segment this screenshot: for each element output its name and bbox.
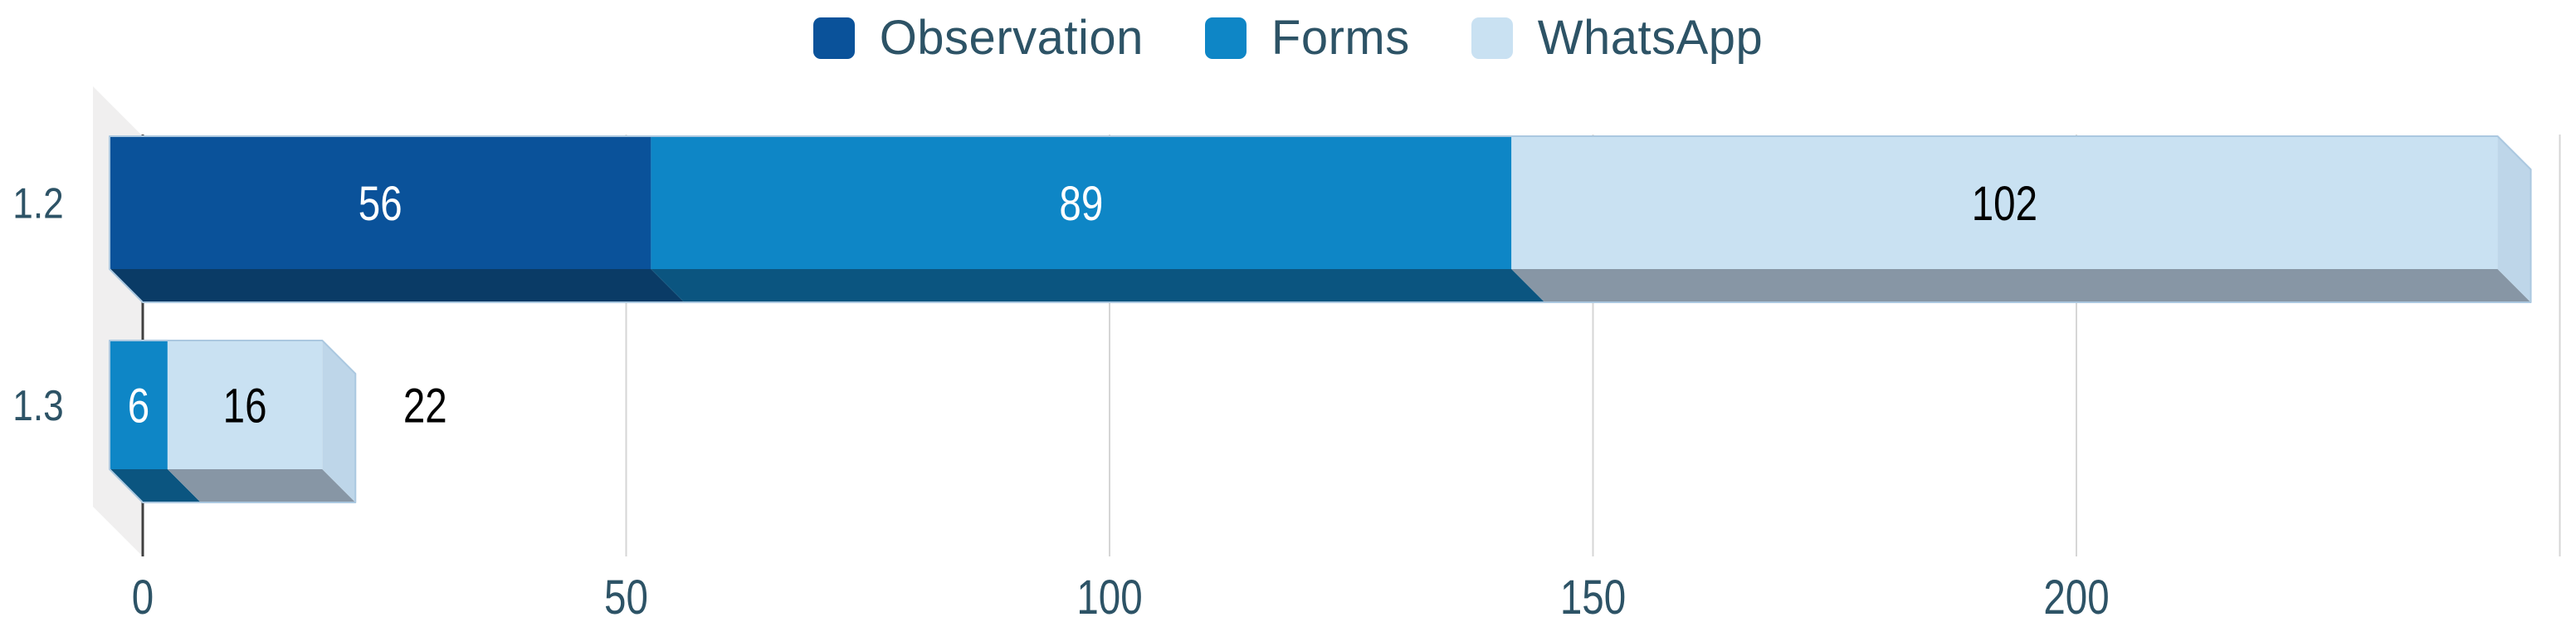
bar-1.3-outline <box>109 340 357 503</box>
segment-value-label-1.2-forms-text: 89 <box>1059 177 1103 231</box>
segment-value-label-1.2-observation: 56 <box>359 177 402 231</box>
bar-segment-1.2-whatsapp[interactable] <box>1511 136 2498 269</box>
x-tick-label-200-text: 200 <box>2043 571 2109 625</box>
bar-1.2-side-whatsapp <box>2497 136 2531 302</box>
x-tick-label-50-text: 50 <box>604 571 648 625</box>
bar-1.3-bottom-forms <box>110 469 201 502</box>
bar-1.3-bottom-whatsapp <box>167 469 356 502</box>
bar-1.2-outline <box>109 135 2532 303</box>
x-tick-label-100-text: 100 <box>1076 571 1142 625</box>
legend-label-forms: Forms <box>1271 11 1410 65</box>
legend-label-observation: Observation <box>879 11 1144 65</box>
bar-1.2-bottom-forms <box>651 269 1545 302</box>
bar-1.2-bottom-observation <box>110 269 685 302</box>
gridlines <box>625 135 2561 556</box>
segment-value-label-1.3-forms: 6 <box>128 380 149 434</box>
segment-value-label-1.2-whatsapp: 102 <box>1972 177 2037 231</box>
segment-value-label-1.3-whatsapp: 16 <box>223 380 267 434</box>
x-tick-label-200: 200 <box>2043 571 2109 625</box>
category-label-1.3: 1.3 <box>12 382 63 430</box>
x-tick-label-150: 150 <box>1560 571 1626 625</box>
bar-1.3: 6 16 22 <box>109 340 447 503</box>
segment-value-label-1.2-whatsapp-text: 102 <box>1972 177 2037 231</box>
bar-segment-1.3-whatsapp[interactable] <box>167 340 323 469</box>
legend-swatch-whatsapp <box>1471 17 1513 59</box>
legend-item-forms[interactable]: Forms <box>1204 11 1410 65</box>
legend-item-whatsapp[interactable]: WhatsApp <box>1471 12 1764 65</box>
segment-value-label-1.2-observation-text: 56 <box>359 177 402 231</box>
bar-1.3-side-whatsapp <box>322 340 356 502</box>
bar-1.2: 56 89 102 <box>109 135 2532 303</box>
x-tick-label-0-text: 0 <box>132 571 154 625</box>
bar-segment-1.3-forms[interactable] <box>110 340 168 469</box>
category-label-1.3-text: 1.3 <box>12 382 63 430</box>
total-label-1.3: 22 <box>403 380 447 434</box>
legend-label-whatsapp: WhatsApp <box>1537 11 1764 65</box>
chart-legend: Observation Forms WhatsApp <box>0 12 2576 65</box>
total-label-1.3-text: 22 <box>403 380 447 434</box>
bar-1.2-bottom-whatsapp <box>1511 269 2531 302</box>
x-tick-label-50: 50 <box>604 571 648 625</box>
legend-swatch-observation <box>812 17 855 59</box>
bar-segment-1.2-forms[interactable] <box>651 136 1512 269</box>
bar-segment-1.2-observation[interactable] <box>110 136 651 269</box>
segment-value-label-1.3-whatsapp-text: 16 <box>223 380 267 434</box>
category-label-1.2-text: 1.2 <box>12 179 63 228</box>
segment-value-label-1.2-forms: 89 <box>1059 177 1103 231</box>
x-tick-label-100: 100 <box>1076 571 1142 625</box>
legend-item-observation[interactable]: Observation <box>812 11 1144 65</box>
x-tick-label-0: 0 <box>132 571 154 625</box>
category-label-1.2: 1.2 <box>12 179 63 228</box>
segment-value-label-1.3-forms-text: 6 <box>128 380 149 434</box>
x-tick-label-150-text: 150 <box>1560 571 1626 625</box>
legend-swatch-forms <box>1204 17 1247 59</box>
